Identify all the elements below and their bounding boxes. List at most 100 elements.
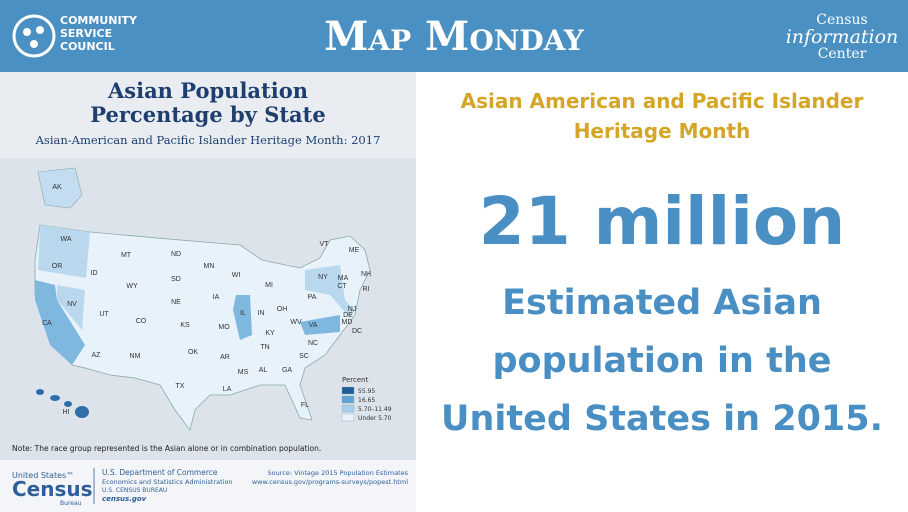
state-label: CA [42,320,52,327]
state-label: MI [265,282,273,289]
lower-48 [34,224,371,431]
org-name: COMMUNITY [60,14,138,27]
logo-dot [36,26,44,34]
state-label: CT [337,283,347,290]
state-label: KY [265,330,275,337]
state-label: VA [309,322,318,329]
state-label: ND [171,251,181,258]
state-label: UT [99,311,109,318]
state-label: NH [361,271,371,278]
state-label: NV [67,301,77,308]
state-label: CO [136,318,147,325]
org-name: COUNCIL [60,40,115,53]
state-region [35,280,85,365]
legend-title: Percent [342,376,369,384]
map-note: Note: The race group represented is the … [12,444,321,453]
state-label: DE [343,312,353,319]
state-label: MT [121,252,132,259]
source: Source: Vintage 2015 Population Estimate… [268,469,409,477]
logo-ring [12,14,56,58]
state-label: PA [308,294,317,301]
map-header [0,72,416,158]
state-label: SC [299,353,309,360]
state-label: NY [318,274,328,281]
state-label: AR [220,354,230,361]
caption-line: population in the [492,341,832,381]
state-region [57,285,85,330]
agency: census.gov [102,495,147,503]
state-label: WA [60,236,71,243]
state-label: WI [232,272,241,279]
legend-label: 55.95 [358,388,375,395]
heading: Asian American and Pacific Islander Heri… [416,86,908,146]
caption-line: Estimated Asian [502,283,822,323]
state-label: OR [52,263,63,270]
state-label: NE [171,299,181,306]
state-label: MD [342,319,353,326]
partner-logo: Census [816,12,867,28]
us-map [34,167,371,431]
census-logo: United States™ [12,471,74,480]
state-label: TN [260,344,269,351]
page-title: Map Monday [324,13,585,60]
state-label: AZ [92,352,102,359]
state-label: MS [238,369,249,376]
logo-dot [23,28,31,36]
state-label: NJ [348,306,357,313]
org-logo: COMMUNITY SERVICE COUNCIL [12,14,138,58]
info-panel: Asian American and Pacific Islander Heri… [416,72,908,512]
legend-label: 5.70–11.49 [358,406,392,413]
legend-swatch [341,413,355,422]
caption-line: United States in 2015. [441,399,883,439]
state-region [38,225,90,278]
map-title: Asian Population [107,78,308,103]
map-footer [0,460,416,512]
state-label: TX [176,383,185,390]
state-labels: AK WA OR CA NV ID MT WY UT CO AZ NM ND SD NE KS OK TX MN IA… [42,184,371,416]
heading-line: Heritage Month [573,119,751,143]
state-label: ID [91,270,98,277]
hawaii-island [50,395,60,401]
map-title: Percentage by State [90,102,325,127]
state-label: KS [180,322,190,329]
hawaii-island [75,406,89,418]
alaska [37,167,83,209]
state-label: IA [213,294,220,301]
legend: Percent 55.95 16.65 5.70–11.49 Under 5.70 [341,376,392,422]
state-label: OH [277,306,288,313]
state-label: ME [349,247,360,254]
state-region [300,315,340,335]
state-label: AK [52,184,62,191]
partner-logo: information [786,26,899,48]
census-logo: Bureau [60,500,82,507]
state-region [305,265,355,318]
logo-dot [30,40,38,48]
hawaii-island [64,401,72,407]
partner-logo: Center [818,46,867,62]
state-label: DC [352,328,362,335]
agency: U.S. CENSUS BUREAU [102,487,167,494]
state-label: RI [363,286,370,293]
census-logo: Census [12,477,93,501]
agency: U.S. Department of Commerce [102,468,218,477]
state-region [233,295,252,340]
state-label: IN [258,310,265,317]
state-label: MO [218,324,230,331]
state-label: FL [301,402,309,409]
state-label: WV [290,319,302,326]
state-label: GA [282,367,292,374]
map-subtitle: Asian-American and Pacific Islander Heri… [35,133,381,147]
legend-label: Under 5.70 [358,415,392,422]
legend-swatch [341,395,355,404]
state-label: WY [126,283,138,290]
state-label: MA [338,275,349,282]
legend-swatch [341,386,355,395]
heading-line: Asian American and Pacific Islander [460,89,864,113]
state-label: SD [171,276,181,283]
agency: Economics and Statistics Administration [102,478,233,486]
legend-swatch [341,404,355,413]
state-label: HI [63,409,70,416]
state-label: NC [308,340,318,347]
hawaii-island [36,389,44,395]
